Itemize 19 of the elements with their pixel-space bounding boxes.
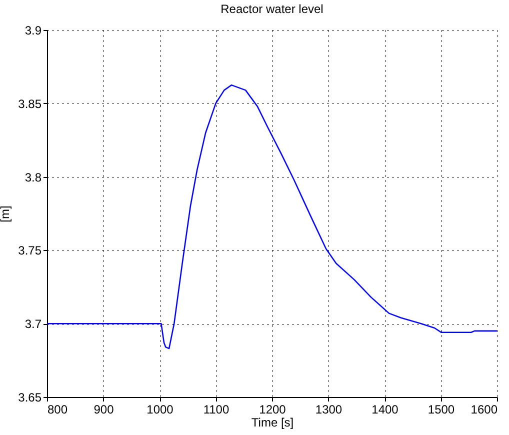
x-tick-label: 1100 [203, 402, 230, 416]
y-tick-label: 3.75 [18, 244, 42, 258]
x-axis-title: Time [s] [251, 416, 294, 430]
chart-title: Reactor water level [220, 2, 324, 16]
x-tick-label: 800 [48, 402, 68, 416]
x-tick-label: 1000 [146, 402, 174, 416]
y-tick-label: 3.9 [24, 24, 42, 38]
x-tick-label: 900 [94, 402, 114, 416]
x-tick-label: 1200 [259, 402, 286, 416]
line-series [47, 84, 497, 350]
x-tick-label: 1600 [470, 402, 498, 416]
y-axis-title: [m] [0, 206, 12, 222]
y-tick-label: 3.8 [24, 170, 42, 184]
x-tick-label: 1500 [428, 402, 455, 416]
x-tick-label: 1300 [315, 402, 342, 416]
y-tick-label: 3.65 [18, 390, 42, 404]
y-tick-label: 3.85 [18, 96, 42, 111]
y-tick-label: 3.7 [24, 317, 42, 332]
x-tick-label: 1400 [372, 402, 399, 416]
